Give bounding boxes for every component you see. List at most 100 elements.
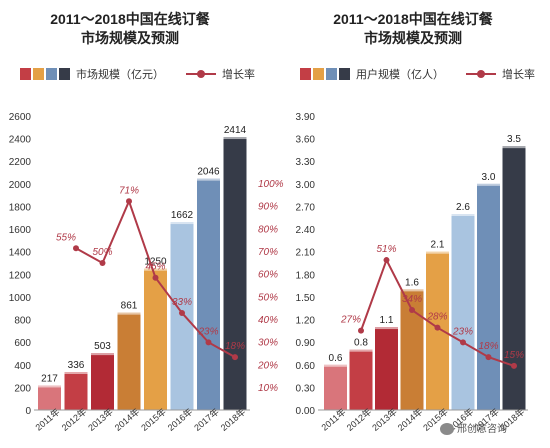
- left-y-tick-label: 200: [14, 383, 31, 394]
- right-bar-cap: [349, 349, 373, 352]
- wechat-icon: [440, 423, 454, 436]
- left-y-tick-label: 1800: [9, 202, 32, 213]
- left-bar: [144, 268, 167, 410]
- right-legend-bar-label: 用户规模（亿人）: [356, 69, 444, 81]
- left-bar-cap: [91, 353, 114, 356]
- right-bar-cap: [477, 183, 500, 186]
- right-bar-value-label: 2.6: [456, 202, 470, 213]
- left-bar: [117, 312, 141, 410]
- right-bar: [400, 289, 424, 410]
- right-bar: [375, 327, 398, 410]
- left-growth-label: 45%: [145, 262, 165, 273]
- left-growth-point: [179, 309, 185, 316]
- left-bar: [197, 178, 220, 410]
- left-legend-line-label: 增长率: [222, 69, 255, 81]
- left-y-tick-label: 800: [14, 316, 31, 327]
- left-y-tick-label: 2200: [9, 157, 32, 168]
- left-y-tick-label: 2000: [9, 180, 32, 191]
- left-bar-value-label: 1250: [144, 257, 167, 268]
- right-bar: [502, 146, 526, 410]
- right-growth-label: 34%: [402, 294, 422, 305]
- right-growth-point: [434, 324, 441, 331]
- right-growth-label: 23%: [452, 326, 473, 337]
- left-bar-cap: [170, 222, 194, 225]
- right-bar: [426, 251, 449, 410]
- left-growth-point: [126, 198, 132, 205]
- right-growth-label: 27%: [340, 315, 361, 326]
- left-y-tick-label: 1200: [9, 270, 32, 281]
- left-bar-value-label: 2046: [197, 167, 220, 178]
- left-growth-point: [73, 245, 79, 252]
- left-y-tick-label: 2400: [9, 135, 32, 146]
- right-bar-cap: [324, 364, 347, 367]
- right-chart-title: 2011～2018中国在线订餐: [333, 11, 493, 27]
- right-bar-cap: [426, 251, 449, 254]
- left-y-tick-label: 600: [14, 338, 31, 349]
- left-bar-cap: [117, 312, 141, 315]
- right-growth-point: [485, 354, 492, 361]
- left-y-tick-label: 1600: [9, 225, 32, 236]
- right-growth-point: [383, 257, 390, 264]
- right-growth-point: [460, 339, 466, 346]
- left-bar-value-label: 217: [41, 373, 58, 384]
- right-growth-point: [409, 307, 415, 314]
- left-bar-value-label: 503: [94, 341, 111, 352]
- left-chart-subtitle: 市场规模及预测: [81, 30, 179, 46]
- left-y2-tick-label: 20%: [257, 360, 278, 371]
- left-growth-label: 23%: [197, 326, 218, 337]
- right-bar: [451, 214, 475, 410]
- left-bar: [91, 353, 114, 410]
- right-y-tick-label: 0.30: [296, 383, 316, 394]
- left-bar-value-label: 336: [68, 360, 85, 371]
- left-y2-tick-label: 10%: [258, 383, 278, 394]
- left-bar: [170, 222, 194, 410]
- left-growth-label: 18%: [225, 341, 245, 352]
- right-y-tick-label: 2.70: [296, 202, 316, 213]
- right-bar-value-label: 3.5: [507, 134, 521, 145]
- left-y2-tick-label: 30%: [258, 338, 278, 349]
- right-bar: [477, 183, 500, 410]
- right-y-tick-label: 3.00: [296, 180, 316, 191]
- right-y-tick-label: 1.80: [296, 270, 316, 281]
- left-bar-cap: [38, 385, 61, 388]
- right-legend: 用户规模（亿人） 增长率: [300, 67, 535, 81]
- right-bar-value-label: 2.1: [431, 240, 445, 251]
- left-y-tick-label: 1000: [9, 293, 32, 304]
- right-growth-label: 28%: [426, 312, 447, 323]
- left-growth-label: 50%: [92, 247, 112, 258]
- left-bar-cap: [144, 268, 167, 271]
- left-y2-tick-label: 40%: [258, 315, 278, 326]
- right-bar-value-label: 3.0: [482, 172, 496, 183]
- left-growth-point: [152, 274, 159, 281]
- left-growth-point: [205, 339, 212, 346]
- left-y2-tick-label: 50%: [258, 292, 278, 303]
- right-legend-line-label: 增长率: [502, 69, 535, 81]
- right-y-tick-label: 2.10: [296, 248, 316, 259]
- left-growth-label: 33%: [172, 297, 192, 308]
- right-chart-subtitle: 市场规模及预测: [364, 30, 462, 46]
- left-legend-bar-label: 市场规模（亿元）: [76, 69, 164, 81]
- left-growth-point: [99, 260, 106, 266]
- right-growth-label: 18%: [478, 341, 498, 352]
- left-bar-value-label: 861: [121, 301, 138, 312]
- right-y-tick-label: 3.90: [296, 112, 316, 123]
- right-y-tick-label: 1.50: [296, 293, 316, 304]
- left-bar: [223, 137, 247, 411]
- left-bar: [38, 385, 61, 410]
- right-bar-value-label: 0.6: [329, 353, 343, 364]
- right-bar-cap: [451, 214, 475, 216]
- left-bar-cap: [197, 178, 220, 181]
- left-bar-value-label: 2414: [224, 125, 247, 136]
- right-growth-point: [358, 327, 364, 334]
- left-y2-tick-label: 60%: [258, 270, 278, 281]
- watermark-text: 邢创意咨询: [457, 424, 507, 435]
- left-y-tick-label: 1400: [9, 248, 32, 259]
- right-bar-value-label: 0.8: [354, 338, 368, 349]
- right-bar-value-label: 1.6: [405, 277, 419, 288]
- left-growth-label: 55%: [56, 232, 76, 243]
- left-legend-line-marker: [186, 70, 216, 78]
- left-growth-point: [232, 354, 238, 361]
- left-growth-label: 71%: [119, 185, 139, 196]
- right-bar: [324, 364, 347, 410]
